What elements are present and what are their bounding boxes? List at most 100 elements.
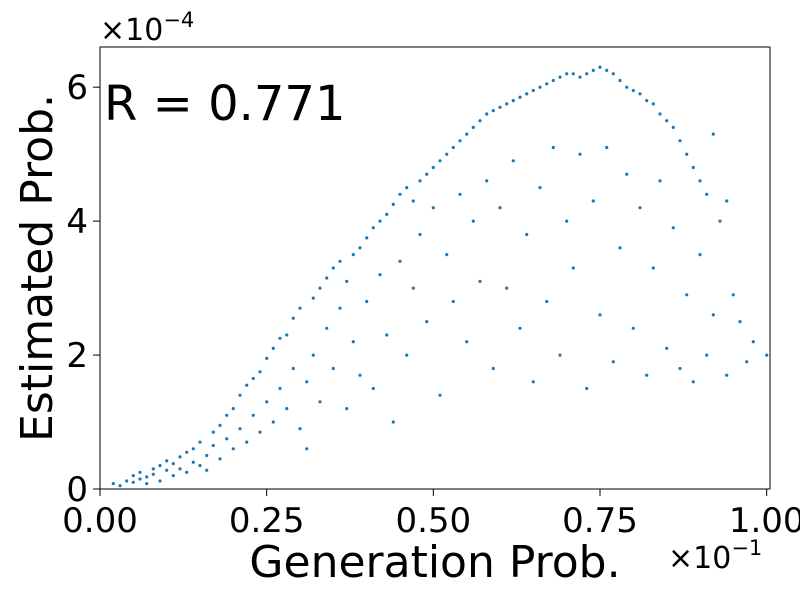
scatter-point [171,462,175,466]
scatter-point [611,360,615,364]
x-axis-ticks: 0.00 0.25 0.50 0.75 1.00 [62,489,800,541]
scatter-point [205,453,209,458]
scatter-point [258,430,262,434]
scatter-point [445,253,449,257]
scatter-point [551,145,555,150]
scatter-point [651,102,655,106]
scatter-point [685,152,689,156]
scatter-point [125,479,129,483]
scatter-point [578,75,582,79]
scatter-point [458,192,462,196]
scatter-point [211,443,215,448]
scatter-point [298,306,302,310]
scatter-point [571,72,575,76]
scatter-point [251,413,255,417]
scatter-point [591,199,595,203]
scatter-point [138,477,142,481]
scatter-point [311,353,315,357]
scatter-point [638,206,642,210]
scatter-point [265,400,269,404]
x-tick-label: 1.00 [729,501,800,541]
scatter-point [251,376,255,381]
scatter-point [451,145,455,150]
scatter-point [518,95,522,99]
scatter-point [618,78,622,83]
x-tick-label: 0.75 [562,501,638,541]
scatter-point [625,172,629,176]
scatter-point [471,125,475,129]
scatter-point [558,353,562,357]
scatter-point [225,413,229,417]
scatter-point [185,470,189,474]
scatter-point [285,407,289,411]
scatter-point [598,65,602,69]
scatter-point [765,353,769,357]
y-axis-multiplier: ×10−4 [100,8,194,48]
scatter-point [371,386,375,391]
scatter-point [698,253,702,257]
scatter-point [438,393,442,397]
scatter-point [458,139,462,143]
scatter-point [438,159,442,163]
scatter-point [658,112,662,116]
scatter-point [411,286,415,290]
scatter-point [405,186,409,190]
scatter-point [131,480,135,484]
scatter-point [311,296,315,300]
scatter-point [465,132,469,136]
scatter-point [445,152,449,156]
scatter-point [538,85,542,89]
scatter-point [531,380,535,384]
x-tick-label: 0.00 [62,501,138,541]
scatter-point [431,206,435,210]
scatter-point [565,72,569,76]
scatter-point [425,172,429,176]
scatter-point [585,72,589,76]
scatter-point [605,145,609,150]
scatter-point [711,132,715,136]
scatter-point [145,475,149,479]
scatter-point [218,457,222,461]
scatter-point [618,246,622,250]
scatter-point [365,299,369,304]
scatter-point [658,179,662,183]
scatter-point [645,373,649,377]
scatter-point [118,484,122,488]
scatter-point [325,276,329,280]
scatter-point [378,273,382,277]
scatter-point [145,482,149,486]
scatter-point [131,474,135,478]
scatter-point [525,232,529,237]
scatter-point [691,380,695,384]
scatter-point [385,212,389,216]
scatter-point [351,253,355,257]
scatter-point [731,293,735,297]
scatter-point [165,459,169,463]
y-axis-label: Estimated Prob. [12,94,63,442]
scatter-point [631,326,635,330]
scatter-point [511,99,515,103]
scatter-point [298,427,302,431]
scatter-point [691,165,695,170]
scatter-point [185,450,189,454]
scatter-point [525,92,529,96]
scatter-point [291,316,295,320]
scatter-point [558,75,562,79]
scatter-point [165,468,169,472]
scatter-point [338,306,342,310]
scatter-points [111,65,769,488]
scatter-point [545,299,549,304]
scatter-point [385,333,389,337]
scatter-point [178,467,182,471]
scatter-point [545,82,549,86]
scatter-point [111,482,115,486]
scatter-point [498,105,502,109]
scatter-point [491,366,495,371]
scatter-point [551,78,555,83]
x-tick-label: 0.25 [229,501,305,541]
scatter-point [378,219,382,223]
scatter-point [198,440,202,444]
scatter-point [651,266,655,270]
scatter-point [625,85,629,89]
